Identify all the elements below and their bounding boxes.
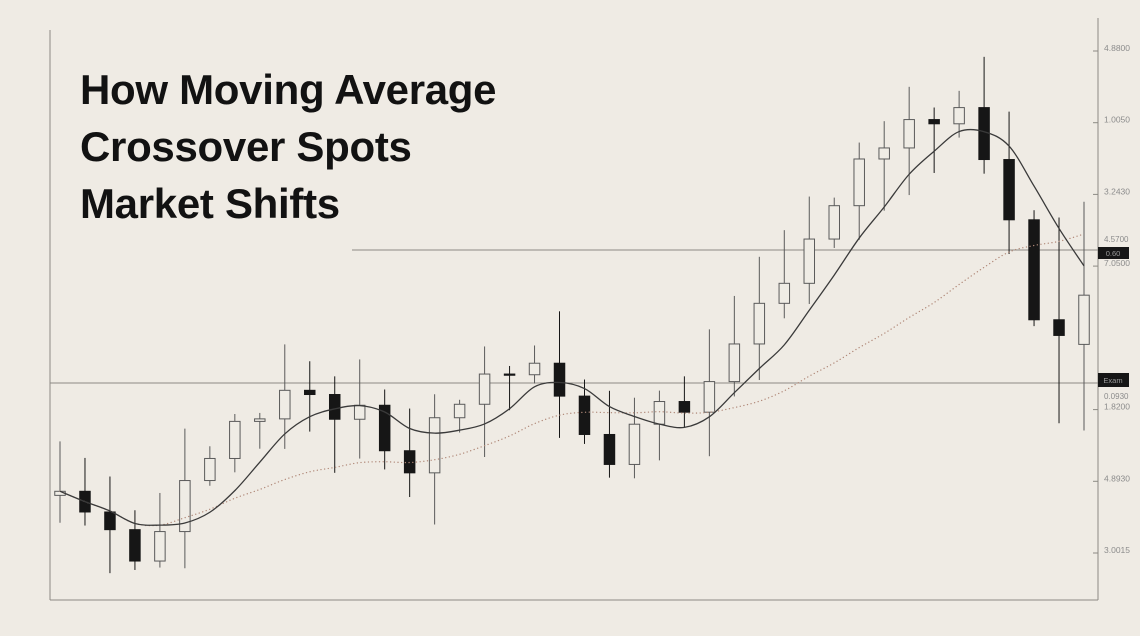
svg-text:Exam: Exam <box>1103 376 1122 385</box>
svg-text:1.8200: 1.8200 <box>1104 402 1130 412</box>
svg-text:0.0930: 0.0930 <box>1104 392 1129 401</box>
svg-text:7.0500: 7.0500 <box>1104 258 1130 268</box>
svg-text:0.60: 0.60 <box>1106 249 1121 258</box>
svg-text:4.5700: 4.5700 <box>1104 235 1129 244</box>
svg-text:3.2430: 3.2430 <box>1104 186 1130 196</box>
svg-text:1.0050: 1.0050 <box>1104 115 1130 125</box>
svg-text:4.8800: 4.8800 <box>1104 43 1130 53</box>
svg-text:3.0015: 3.0015 <box>1104 545 1130 555</box>
svg-text:4.8930: 4.8930 <box>1104 473 1130 483</box>
